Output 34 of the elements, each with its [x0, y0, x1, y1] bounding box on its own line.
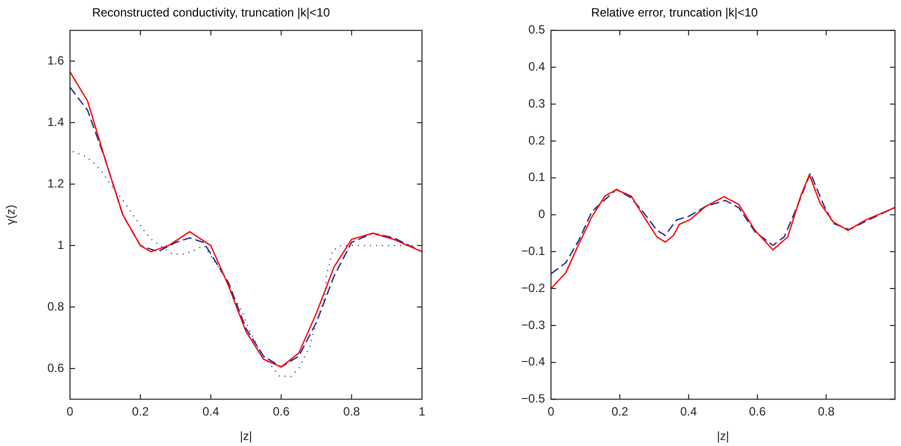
x-axis-title: |z| [716, 429, 730, 444]
x-tick-label: 0 [548, 404, 555, 419]
y-axis-title: γ(z) [4, 204, 18, 225]
x-tick-label: 0.8 [343, 404, 360, 419]
y-tick-label: 0 [538, 207, 546, 222]
y-tick-label: 0.3 [528, 96, 546, 110]
x-tick-label: 0.6 [272, 404, 290, 419]
x-tick-label: 0.2 [611, 404, 628, 419]
y-tick-label: −0.3 [521, 318, 546, 332]
y-tick-label: 1.4 [47, 114, 64, 129]
y-tick-label: −0.4 [521, 354, 546, 369]
x-tick-label: 1 [418, 404, 426, 419]
y-tick-label: 1.6 [47, 53, 64, 68]
x-axis-title: |z| [240, 429, 252, 444]
y-tick-label: 0.2 [528, 133, 546, 148]
y-tick-label: −0.1 [521, 244, 546, 258]
y-tick-label: 0.1 [528, 170, 546, 184]
y-tick-label: 0.8 [47, 299, 64, 314]
y-tick-label: 0.5 [528, 22, 546, 37]
x-tick-label: 0.6 [749, 404, 766, 419]
chart-title: Relative error, truncation |k|<10 [591, 6, 758, 20]
chart-title: Reconstructed conductivity, truncation |k|<10 [92, 6, 330, 20]
x-tick-label: 0.4 [680, 404, 698, 419]
x-tick-label: 0.8 [818, 404, 835, 419]
y-tick-label: 1 [57, 238, 64, 252]
line-series [72, 150, 414, 378]
x-tick-label: 0.4 [202, 404, 220, 419]
y-tick-label: −0.5 [521, 392, 546, 406]
y-tick-label: 0.6 [47, 360, 64, 375]
y-tick-label: 0.4 [528, 60, 546, 74]
x-tick-label: 0.2 [132, 404, 150, 419]
y-tick-label: −0.2 [521, 280, 546, 295]
x-tick-label: 0 [66, 404, 74, 419]
y-tick-label: 1.2 [47, 176, 64, 190]
